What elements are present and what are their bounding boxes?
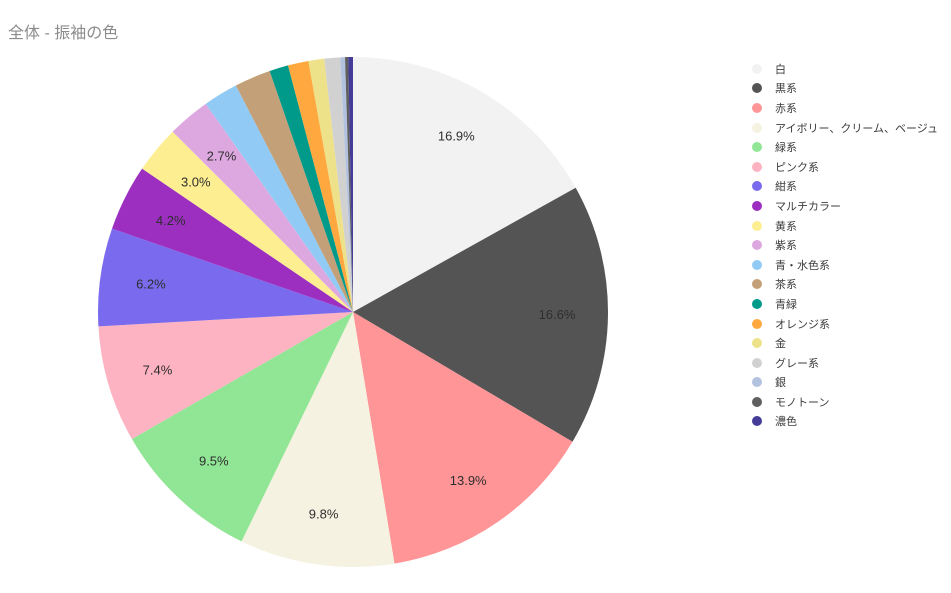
legend-item[interactable]: ピンク系 [752,157,938,177]
legend-item-label: グレー系 [775,357,819,370]
legend-item[interactable]: 金 [752,333,938,353]
pie-slice-1[interactable] [353,57,576,312]
pie-slice-label: 3.0% [181,175,211,190]
pie-slice-7[interactable] [98,228,354,327]
legend-color-dot-icon [752,240,762,251]
legend-item[interactable]: グレー系 [752,353,938,373]
legend-item[interactable]: オレンジ系 [752,314,938,334]
legend-item-label: 赤系 [775,102,797,115]
legend-color-dot-icon [752,181,762,192]
legend-color-dot-icon [752,377,762,388]
pie-slice-19[interactable] [348,57,353,312]
pie-slice-6[interactable] [98,312,353,440]
pie-slice-label: 13.9% [450,473,487,488]
legend-item[interactable]: 白 [752,59,938,79]
legend-item-label: 金 [775,338,786,351]
legend-item[interactable]: 青緑 [752,294,938,314]
legend-item[interactable]: 紺系 [752,177,938,197]
legend-item-label: 茶系 [775,279,797,292]
pie-slice-4[interactable] [241,312,395,567]
legend-item[interactable]: 茶系 [752,275,938,295]
pie-slice-8[interactable] [112,168,353,312]
pie-slice-2[interactable] [353,187,609,442]
legend-item[interactable]: 紫系 [752,235,938,255]
legend-item-label: 黒系 [775,83,797,96]
legend-item[interactable]: 濃色 [752,412,938,432]
legend-item[interactable]: 黒系 [752,79,938,99]
pie-slice-16[interactable] [324,57,353,312]
legend-color-dot-icon [752,357,762,368]
pie-slice-13[interactable] [269,65,353,312]
pie-slice-15[interactable] [308,58,353,312]
legend-item-label: 青・水色系 [775,259,830,272]
pie-slice-12[interactable] [235,71,353,312]
chart-title: 全体 - 振袖の色 [8,25,119,42]
legend-item-label: オレンジ系 [775,318,830,331]
pie-slice-17[interactable] [340,57,353,312]
legend-color-dot-icon [752,318,762,329]
legend-item[interactable]: マルチカラー [752,196,938,216]
legend-item-label: 銀 [775,377,786,390]
pie-slice-label: 16.9% [438,129,475,144]
legend-color-dot-icon [752,200,762,211]
legend-item[interactable]: モノトーン [752,392,938,412]
legend-item[interactable]: 青・水色系 [752,255,938,275]
legend-color-dot-icon [752,142,762,153]
pie-slice-18[interactable] [344,57,353,312]
legend-item[interactable]: 黄系 [752,216,938,236]
legend-item[interactable]: アイボリー、クリーム、ベージュ [752,118,938,138]
pie-slice-label: 9.8% [309,506,339,521]
legend-color-dot-icon [752,122,762,133]
legend-item-label: マルチカラー [775,200,841,213]
legend-item-label: 紺系 [775,181,797,194]
legend-item-label: 黄系 [775,220,797,233]
pie-slice-10[interactable] [172,103,353,312]
pie-slice-label: 7.4% [143,363,173,378]
legend-color-dot-icon [752,298,762,309]
pie-slice-11[interactable] [205,85,353,312]
pie-slice-14[interactable] [288,60,353,312]
legend-item[interactable]: 赤系 [752,98,938,118]
legend-item-label: 緑系 [775,142,797,155]
legend-item-label: 紫系 [775,240,797,253]
legend-color-dot-icon [752,220,762,231]
pie-slice-label: 4.2% [156,213,186,228]
legend-item-label: モノトーン [775,396,830,409]
legend-color-dot-icon [752,63,762,74]
legend-color-dot-icon [752,279,762,290]
legend-item-label: 青緑 [775,298,797,311]
legend-item-label: アイボリー、クリーム、ベージュ [775,122,939,135]
legend-color-dot-icon [752,338,762,349]
legend-color-dot-icon [752,102,762,113]
pie-slice-label: 9.5% [199,454,229,469]
pie-slice-label: 16.6% [539,307,576,322]
legend-item[interactable]: 銀 [752,373,938,393]
chart-legend: 白 黒系 赤系 アイボリー、クリーム、ベージュ 緑系 ピンク系 紺系 マルチカラ… [752,59,938,431]
pie-slice-label: 6.2% [136,276,166,291]
legend-item[interactable]: 緑系 [752,137,938,157]
legend-item-label: 白 [775,63,786,76]
pie-slice-label: 2.7% [207,149,237,164]
legend-color-dot-icon [752,396,762,407]
legend-color-dot-icon [752,259,762,270]
legend-color-dot-icon [752,161,762,172]
legend-color-dot-icon [752,416,762,427]
legend-item-label: ピンク系 [775,161,819,174]
legend-color-dot-icon [752,83,762,94]
pie-slice-5[interactable] [131,312,353,542]
legend-item-label: 濃色 [775,416,797,429]
pie-slice-9[interactable] [142,131,353,312]
pie-slice-3[interactable] [353,312,573,564]
